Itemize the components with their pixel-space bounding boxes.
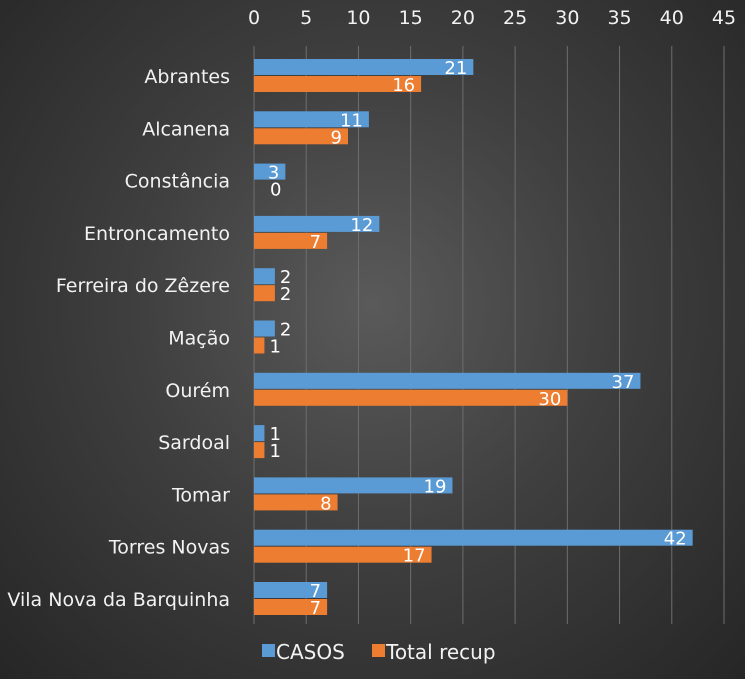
data-label: 9 — [331, 127, 342, 148]
bar-casos — [254, 529, 693, 546]
data-label: 17 — [403, 546, 426, 567]
bar-casos — [254, 268, 275, 285]
bar-casos — [254, 111, 369, 128]
data-label: 2 — [280, 267, 291, 288]
bar-casos — [254, 425, 265, 442]
data-label: 16 — [392, 75, 415, 96]
x-tick-label: 0 — [248, 7, 260, 29]
x-tick-label: 20 — [451, 7, 475, 29]
x-tick-label: 45 — [712, 7, 736, 29]
x-tick-label: 35 — [607, 7, 631, 29]
data-label: 42 — [664, 529, 687, 550]
data-label: 11 — [340, 110, 363, 131]
legend-label: Total recup — [385, 640, 496, 664]
data-label: 1 — [269, 337, 280, 358]
category-label: Tomar — [171, 484, 230, 506]
data-label: 37 — [612, 372, 635, 393]
bar-casos — [254, 372, 641, 389]
bar-total-recup — [254, 285, 275, 302]
category-label: Ourém — [165, 380, 230, 402]
category-label: Constância — [125, 171, 230, 193]
bar-total-recup — [254, 494, 338, 511]
data-label: 21 — [444, 58, 467, 79]
bar-total-recup — [254, 599, 328, 615]
legend-swatch — [262, 644, 275, 657]
bar-casos — [254, 215, 380, 232]
category-label: Alcanena — [142, 118, 230, 140]
category-label: Ferreira do Zêzere — [56, 275, 230, 297]
data-label: 19 — [424, 476, 447, 497]
data-label: 1 — [269, 441, 280, 462]
bar-casos — [254, 320, 275, 337]
bar-total-recup — [254, 337, 265, 354]
legend: CASOS Total recup — [262, 640, 496, 664]
data-label: 7 — [310, 232, 321, 253]
bar-casos — [254, 59, 474, 75]
x-tick-label: 25 — [503, 7, 527, 29]
data-label: 1 — [269, 424, 280, 445]
x-tick-label: 15 — [399, 7, 423, 29]
x-axis-ticks: 0 5 10 15 20 25 30 35 40 45 — [248, 7, 736, 29]
data-label: 0 — [270, 180, 281, 201]
bar-casos — [254, 582, 328, 598]
data-label: 7 — [310, 581, 321, 602]
bar-casos — [254, 477, 453, 494]
data-label: 2 — [280, 284, 291, 305]
category-label: Vila Nova da Barquinha — [7, 589, 230, 611]
bar-total-recup — [254, 442, 265, 459]
category-label: Sardoal — [158, 432, 230, 454]
category-label: Mação — [168, 328, 230, 350]
data-label: 2 — [280, 320, 291, 341]
x-tick-label: 30 — [555, 7, 579, 29]
category-labels: Abrantes Alcanena Constância Entroncamento F… — [7, 66, 230, 611]
data-label: 7 — [310, 598, 321, 619]
bar-total-recup — [254, 128, 348, 145]
category-label: Abrantes — [144, 66, 230, 88]
legend-label: CASOS — [276, 640, 345, 664]
data-label: 30 — [538, 389, 561, 410]
bars — [254, 59, 693, 615]
bar-casos — [254, 163, 286, 180]
bar-total-recup — [254, 232, 328, 249]
bar-total-recup — [254, 546, 432, 563]
x-tick-label: 5 — [300, 7, 312, 29]
data-label: 12 — [350, 215, 373, 236]
category-label: Torres Novas — [108, 537, 230, 559]
category-label: Entroncamento — [84, 223, 230, 245]
bar-total-recup — [254, 389, 568, 406]
x-tick-label: 40 — [660, 7, 684, 29]
data-label: 3 — [268, 163, 279, 184]
legend-swatch — [372, 644, 385, 657]
bar-total-recup — [254, 76, 422, 92]
x-tick-label: 10 — [346, 7, 370, 29]
data-label: 8 — [320, 493, 331, 514]
